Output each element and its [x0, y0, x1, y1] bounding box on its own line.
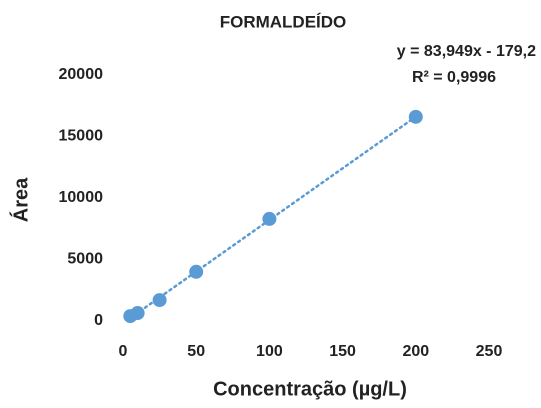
data-point — [408, 109, 423, 124]
y-axis-title: Área — [9, 177, 32, 222]
x-tick-label: 250 — [476, 343, 503, 360]
data-point — [262, 211, 277, 226]
x-tick-label: 0 — [119, 343, 128, 360]
data-point — [130, 306, 145, 321]
x-tick-label: 200 — [402, 343, 429, 360]
y-tick-label: 10000 — [59, 189, 104, 206]
trendline-equation: y = 83,949x - 179,2 — [397, 43, 536, 60]
y-tick-label: 5000 — [67, 251, 103, 268]
y-tick-label: 15000 — [59, 128, 104, 145]
x-axis-title: Concentração (µg/L) — [213, 378, 407, 400]
chart-title: FORMALDEÍDO — [220, 12, 347, 31]
x-tick-label: 50 — [187, 343, 205, 360]
x-tick-label: 100 — [256, 343, 283, 360]
y-tick-label: 20000 — [59, 66, 104, 83]
data-point — [189, 264, 204, 279]
x-tick-label: 150 — [329, 343, 356, 360]
y-tick-label: 0 — [94, 312, 103, 329]
data-point — [152, 293, 167, 308]
r-squared: R² = 0,9996 — [412, 69, 496, 86]
